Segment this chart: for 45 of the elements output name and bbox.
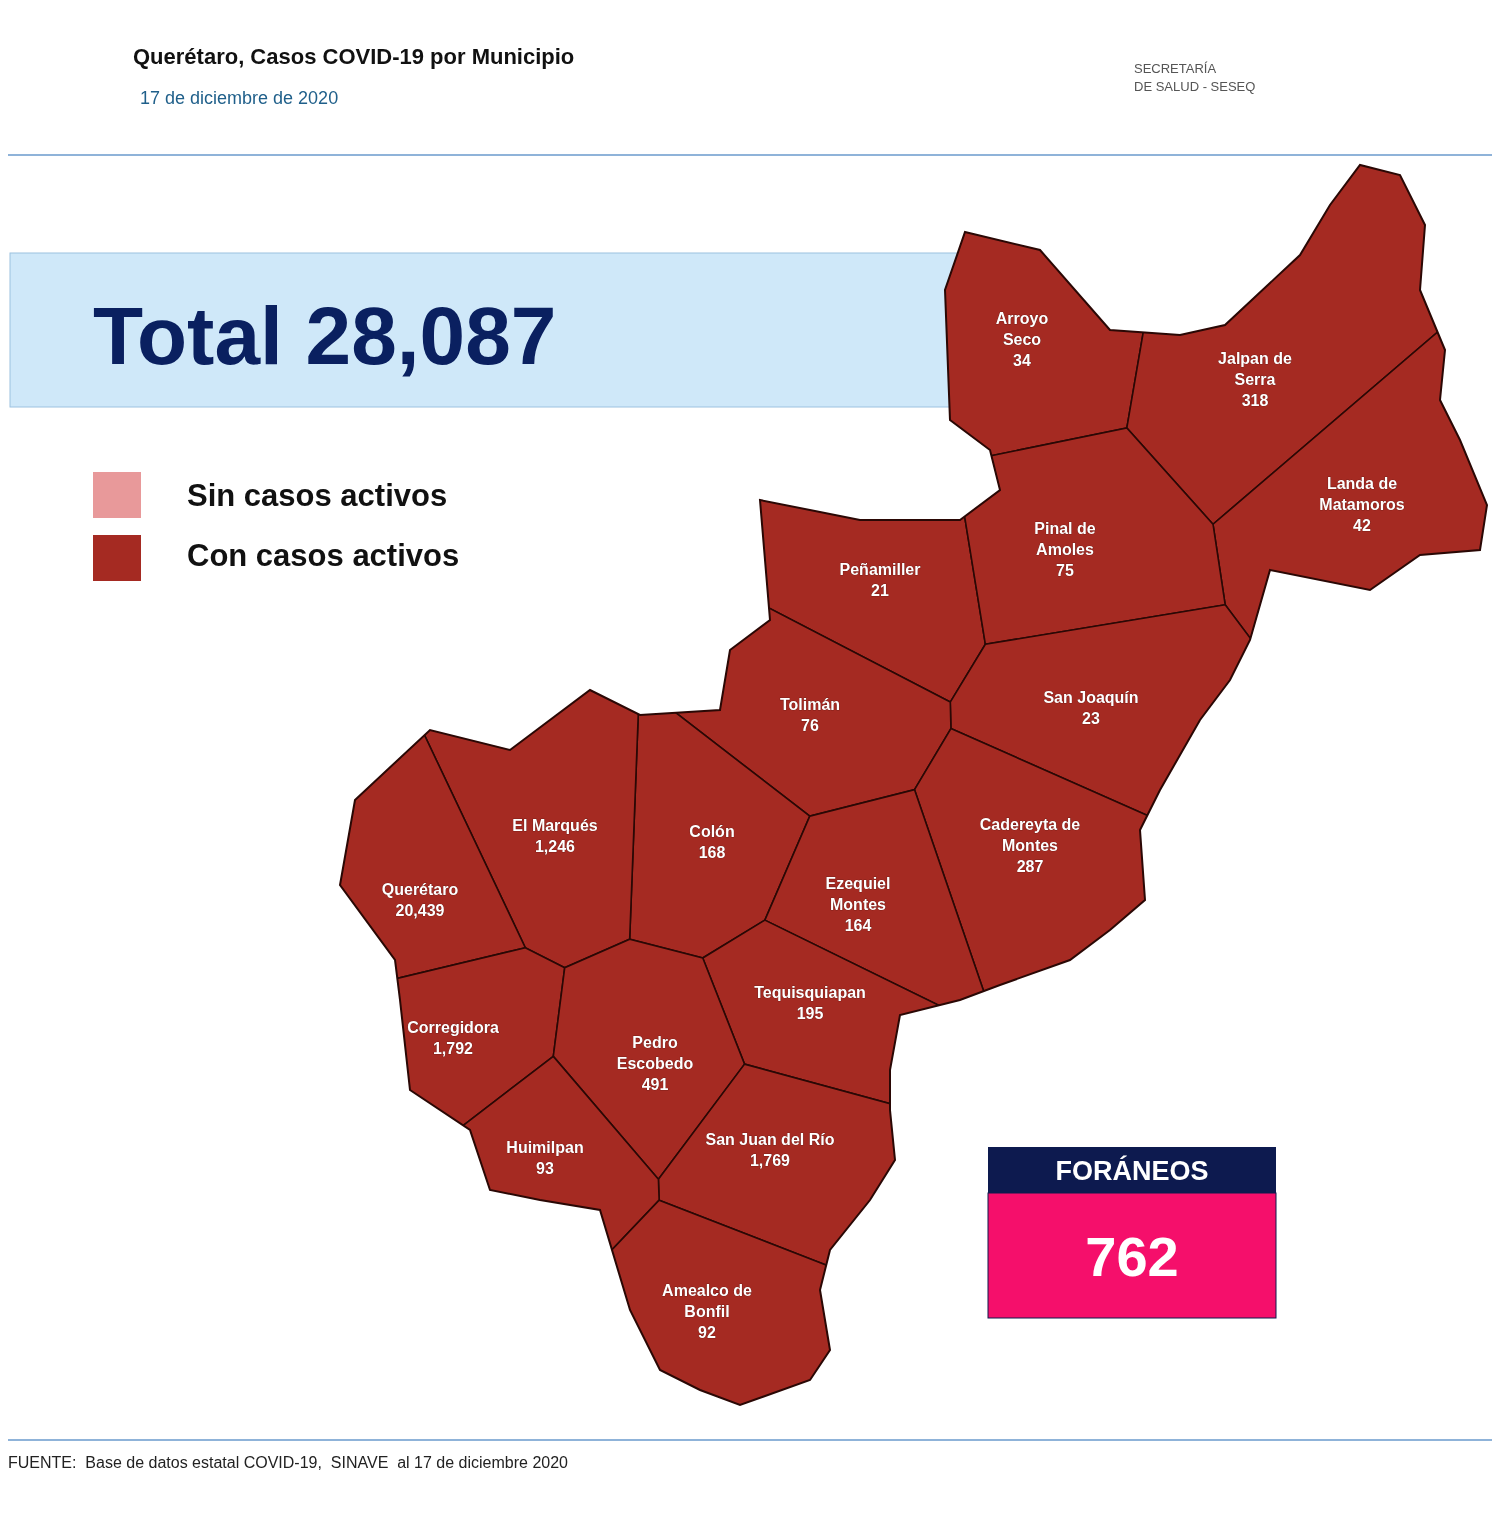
category-label: Colón [689, 822, 735, 840]
data-label: 93 [536, 1159, 554, 1177]
category-label: Arroyo Seco [995, 310, 1049, 348]
data-label: 21 [871, 581, 889, 599]
source-note: FUENTE: Base de datos estatal COVID-19, SINAVE al 17 de diciembre 2020 [8, 1454, 569, 1471]
data-label: 1,769 [749, 1151, 791, 1169]
category-label: Tequisquiapan [754, 983, 866, 1001]
text: FORÁNEOS [1055, 1155, 1209, 1186]
text: SECRETARÍA DE SALUD - SESEQ [1134, 61, 1256, 94]
category-label: San Juan del Río [705, 1130, 835, 1148]
data-label: 164 [844, 917, 872, 934]
data-label: 92 [698, 1324, 716, 1341]
category-label: Huimilpan [506, 1138, 584, 1156]
category-label: Peñamiller [839, 560, 921, 578]
data-label: 20,439 [395, 901, 445, 919]
data-label: 76 [801, 716, 819, 734]
category-label: Landa de Matamoros [1319, 475, 1405, 513]
category-label: Cadereyta de Montes [979, 816, 1081, 854]
data-label: 318 [1241, 392, 1269, 409]
data-label: 195 [796, 1004, 824, 1022]
data-label: 23 [1082, 709, 1100, 727]
data-label: 168 [698, 843, 726, 861]
legend-label: Con casos activos [187, 538, 460, 573]
text: Total 28,087 [93, 290, 557, 381]
data-label: 1,246 [534, 837, 576, 855]
data-label: 42 [1353, 517, 1371, 534]
category-label: Pedro Escobedo [616, 1034, 694, 1072]
legend-label: Sin casos activos [187, 478, 448, 513]
category-label: Amealco de Bonfil [662, 1282, 753, 1320]
category-label: Jalpan de Serra [1218, 350, 1292, 388]
category-label: El Marqués [512, 816, 598, 834]
category-label: Ezequiel Montes [825, 875, 891, 913]
category-label: Tolimán [779, 695, 841, 713]
data-label: 75 [1056, 562, 1074, 579]
data-label: 1,792 [432, 1039, 474, 1057]
category-label: Corregidora [407, 1018, 499, 1036]
text: 17 de diciembre de 2020 [140, 88, 339, 108]
data-label: 287 [1016, 858, 1044, 875]
data-label: 34 [1013, 352, 1031, 369]
category-label: Querétaro [381, 880, 459, 898]
text: 762 [1085, 1225, 1179, 1288]
category-label: San Joaquín [1043, 688, 1139, 706]
category-label: Pinal de Amoles [1034, 520, 1096, 558]
data-label: 491 [641, 1076, 669, 1093]
text: Querétaro, Casos COVID-19 por Municipio [133, 44, 575, 69]
